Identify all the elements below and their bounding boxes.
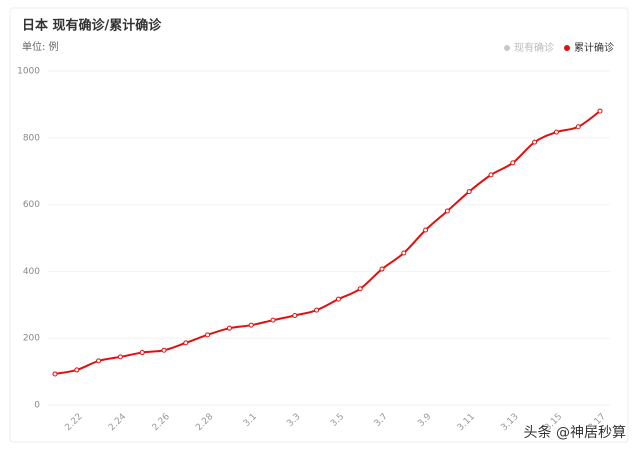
y-tick-label: 200 [23,334,40,344]
data-point [183,340,189,346]
watermark: 头条 @神居秒算 [524,424,626,441]
data-point [96,358,102,364]
data-point [226,325,232,331]
data-point [248,322,254,328]
data-point [161,347,167,353]
data-point [488,172,494,178]
data-point [553,129,559,135]
data-point [532,139,538,145]
y-tick-label: 0 [34,401,40,411]
data-point [575,124,581,130]
y-tick-label: 1000 [17,67,40,77]
data-point [466,189,472,195]
legend-label: 现有确诊 [514,41,554,54]
data-point [444,208,450,214]
data-point [423,227,429,233]
card [9,7,629,443]
chart-subtitle: 单位: 例 [22,40,59,53]
y-tick-label: 400 [23,267,40,277]
data-point [401,250,407,256]
data-point [292,312,298,318]
data-point [270,317,276,323]
data-point [357,286,363,292]
data-point [314,307,320,313]
data-point [335,296,341,302]
data-point [117,354,123,360]
data-point [52,371,58,377]
y-tick-label: 800 [23,133,40,143]
legend-marker [504,45,510,51]
legend-label: 累计确诊 [574,41,614,54]
chart-title: 日本 现有确诊/累计确诊 [22,18,162,34]
y-tick-label: 600 [23,200,40,210]
data-point [139,350,145,356]
data-point [597,108,603,114]
data-point [510,160,516,166]
data-point [379,266,385,272]
data-point [205,332,211,338]
data-point [74,367,80,373]
legend-marker [564,45,570,51]
